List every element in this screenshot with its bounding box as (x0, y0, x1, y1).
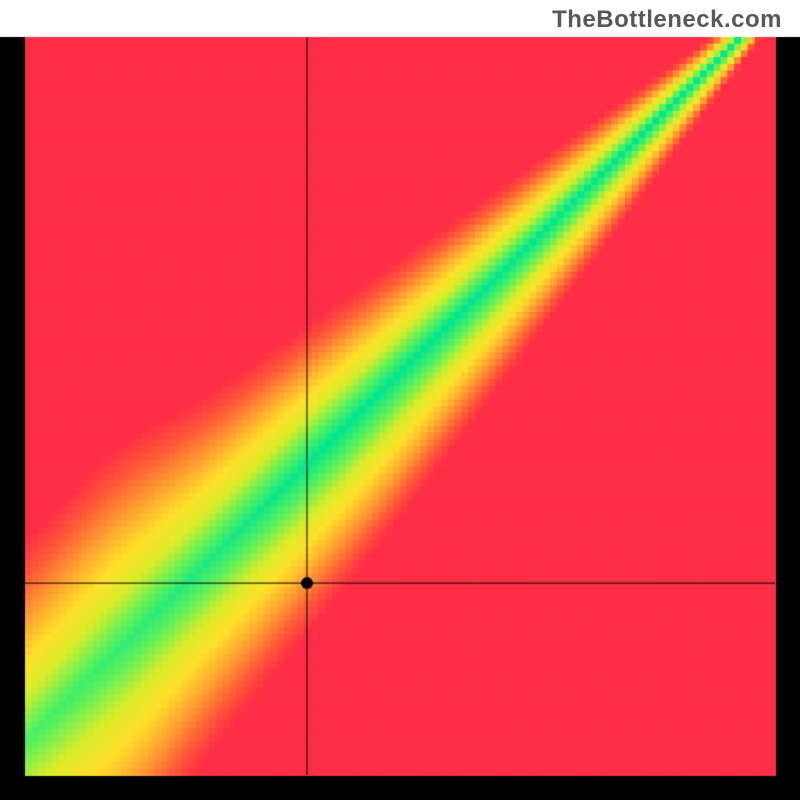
watermark-text: TheBottleneck.com (552, 6, 782, 34)
bottleneck-heatmap (0, 0, 800, 800)
